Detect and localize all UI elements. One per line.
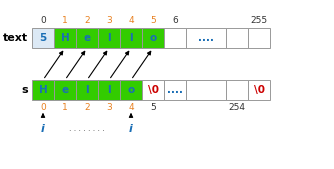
Text: l: l: [107, 33, 111, 43]
Bar: [186, 28, 226, 48]
Text: 5: 5: [39, 33, 47, 43]
Bar: [76, 28, 98, 48]
Bar: [32, 80, 54, 100]
Text: ....: ....: [198, 33, 214, 43]
Bar: [226, 28, 248, 48]
Bar: [142, 80, 164, 100]
Bar: [248, 80, 270, 100]
Bar: [248, 28, 270, 48]
Text: 3: 3: [106, 103, 112, 112]
Text: e: e: [61, 85, 68, 95]
Text: l: l: [85, 85, 89, 95]
Text: text: text: [3, 33, 28, 43]
Bar: [120, 28, 142, 48]
Bar: [98, 80, 120, 100]
Text: e: e: [84, 33, 91, 43]
Text: 0: 0: [40, 16, 46, 25]
Text: o: o: [149, 33, 157, 43]
Text: 2: 2: [84, 16, 90, 25]
Bar: [164, 80, 186, 100]
Text: . . . . . . . .: . . . . . . . .: [69, 124, 105, 133]
Text: 255: 255: [250, 16, 268, 25]
Bar: [142, 28, 164, 48]
Text: i: i: [129, 124, 133, 134]
Text: 1: 1: [62, 103, 68, 112]
Text: l: l: [107, 85, 111, 95]
Text: H: H: [61, 33, 69, 43]
Text: \0: \0: [254, 85, 265, 95]
Text: 0: 0: [40, 103, 46, 112]
Text: l: l: [129, 33, 133, 43]
Bar: [186, 80, 226, 100]
Text: 6: 6: [172, 16, 178, 25]
Text: 5: 5: [150, 16, 156, 25]
Text: 3: 3: [106, 16, 112, 25]
Text: 2: 2: [84, 103, 90, 112]
Text: 4: 4: [128, 16, 134, 25]
Bar: [226, 80, 248, 100]
Text: \0: \0: [148, 85, 159, 95]
Text: 4: 4: [128, 103, 134, 112]
Text: 5: 5: [150, 103, 156, 112]
Text: i: i: [41, 124, 45, 134]
Text: 254: 254: [228, 103, 245, 112]
Text: ....: ....: [167, 85, 183, 95]
Bar: [120, 80, 142, 100]
Bar: [98, 28, 120, 48]
Bar: [32, 28, 54, 48]
Bar: [164, 28, 186, 48]
Bar: [54, 80, 76, 100]
Text: o: o: [127, 85, 135, 95]
Text: H: H: [39, 85, 47, 95]
Bar: [76, 80, 98, 100]
Text: 1: 1: [62, 16, 68, 25]
Bar: [54, 28, 76, 48]
Text: s: s: [21, 85, 28, 95]
